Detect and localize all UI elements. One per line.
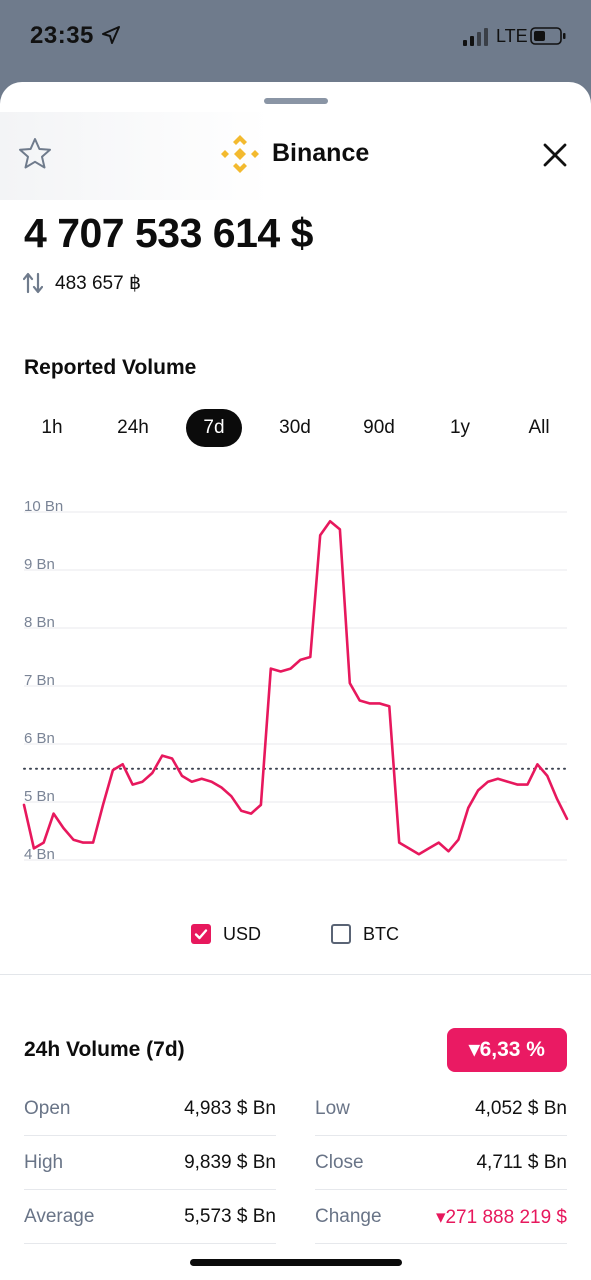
exchange-detail-sheet: Binance 4 707 533 614 $ 483 657 ฿ Report… — [0, 82, 591, 1280]
stat-row-high: High 9,839 $ Bn — [24, 1136, 276, 1190]
home-indicator — [190, 1259, 402, 1266]
location-arrow-icon — [102, 26, 120, 44]
favorite-star-icon[interactable] — [18, 137, 52, 171]
stat-row-open: Open 4,983 $ Bn — [24, 1082, 276, 1136]
range-tab-90d[interactable]: 90d — [363, 417, 395, 438]
range-tab-all[interactable]: All — [528, 417, 550, 438]
y-tick-label: 4 Bn — [24, 846, 55, 863]
stat-value: ▾271 888 219 $ — [435, 1207, 567, 1228]
time-range-selector: 1h 24h 7d 30d 90d 1y All — [0, 409, 591, 449]
stat-row-low: Low 4,052 $ Bn — [315, 1082, 567, 1136]
change-percent-badge: ▾6,33 % — [447, 1028, 567, 1072]
checkmark-icon — [194, 929, 208, 940]
binance-logo-icon — [221, 135, 259, 173]
close-icon[interactable] — [540, 140, 570, 170]
stat-value: 9,839 $ Bn — [184, 1152, 276, 1173]
signal-strength-icon — [463, 28, 488, 46]
y-tick-label: 8 Bn — [24, 614, 55, 631]
stat-value: 5,573 $ Bn — [184, 1206, 276, 1227]
range-tab-1h[interactable]: 1h — [41, 417, 63, 438]
reported-volume-usd: 4 707 533 614 $ — [24, 210, 313, 256]
legend-usd-label: USD — [223, 924, 262, 944]
volume-line-chart[interactable]: 4 Bn 5 Bn 6 Bn 7 Bn 8 Bn 9 Bn 10 Bn — [0, 492, 591, 872]
stats-title: 24h Volume (7d) — [24, 1038, 185, 1061]
status-time: 23:35 — [30, 22, 94, 49]
stat-row-close: Close 4,711 $ Bn — [315, 1136, 567, 1190]
range-tab-30d[interactable]: 30d — [279, 417, 311, 438]
stat-label: Average — [24, 1206, 95, 1227]
series-line-usd — [22, 519, 569, 856]
y-tick-label: 9 Bn — [24, 556, 55, 573]
sheet-grabber[interactable] — [264, 98, 328, 104]
y-tick-label: 5 Bn — [24, 788, 55, 805]
stat-label: High — [24, 1152, 64, 1173]
stat-label: Close — [315, 1152, 364, 1173]
section-divider — [0, 974, 591, 975]
network-type: LTE — [496, 26, 528, 46]
y-tick-label: 6 Bn — [24, 730, 55, 747]
stat-value: 4,052 $ Bn — [475, 1098, 567, 1119]
legend-btc-label: BTC — [363, 924, 399, 944]
btc-checkbox-icon[interactable] — [331, 924, 351, 944]
battery-icon — [530, 27, 566, 45]
stat-label: Change — [315, 1206, 382, 1227]
status-bar: 23:35 LTE — [0, 0, 591, 80]
swap-arrows-icon — [23, 272, 43, 294]
chart-section-title: Reported Volume — [24, 356, 197, 379]
stat-row-average: Average 5,573 $ Bn — [24, 1190, 276, 1244]
stat-label: Open — [24, 1098, 71, 1119]
reported-volume-btc: 483 657 ฿ — [55, 273, 142, 294]
y-tick-label: 10 Bn — [24, 498, 63, 515]
stat-row-change: Change ▾271 888 219 $ — [315, 1190, 567, 1244]
stat-value: 4,711 $ Bn — [476, 1152, 567, 1173]
usd-checkbox-icon[interactable] — [191, 924, 211, 944]
y-tick-label: 7 Bn — [24, 672, 55, 689]
range-tab-24h[interactable]: 24h — [117, 417, 149, 438]
stat-value: 4,983 $ Bn — [184, 1098, 276, 1119]
range-tab-7d[interactable]: 7d — [186, 409, 242, 447]
stat-label: Low — [315, 1098, 350, 1119]
range-tab-1y[interactable]: 1y — [449, 417, 471, 438]
exchange-title: Binance — [272, 139, 370, 167]
